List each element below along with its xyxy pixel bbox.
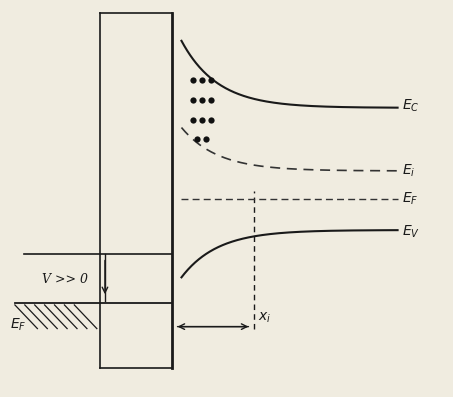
Text: V >> 0: V >> 0 [42, 273, 88, 286]
Text: $E_C$: $E_C$ [402, 98, 419, 114]
Text: $E_F$: $E_F$ [402, 190, 419, 207]
Text: $x_i$: $x_i$ [258, 310, 271, 325]
Text: $E_i$: $E_i$ [402, 163, 415, 179]
Text: $E_V$: $E_V$ [402, 224, 420, 240]
Text: $E_F$: $E_F$ [10, 316, 27, 333]
